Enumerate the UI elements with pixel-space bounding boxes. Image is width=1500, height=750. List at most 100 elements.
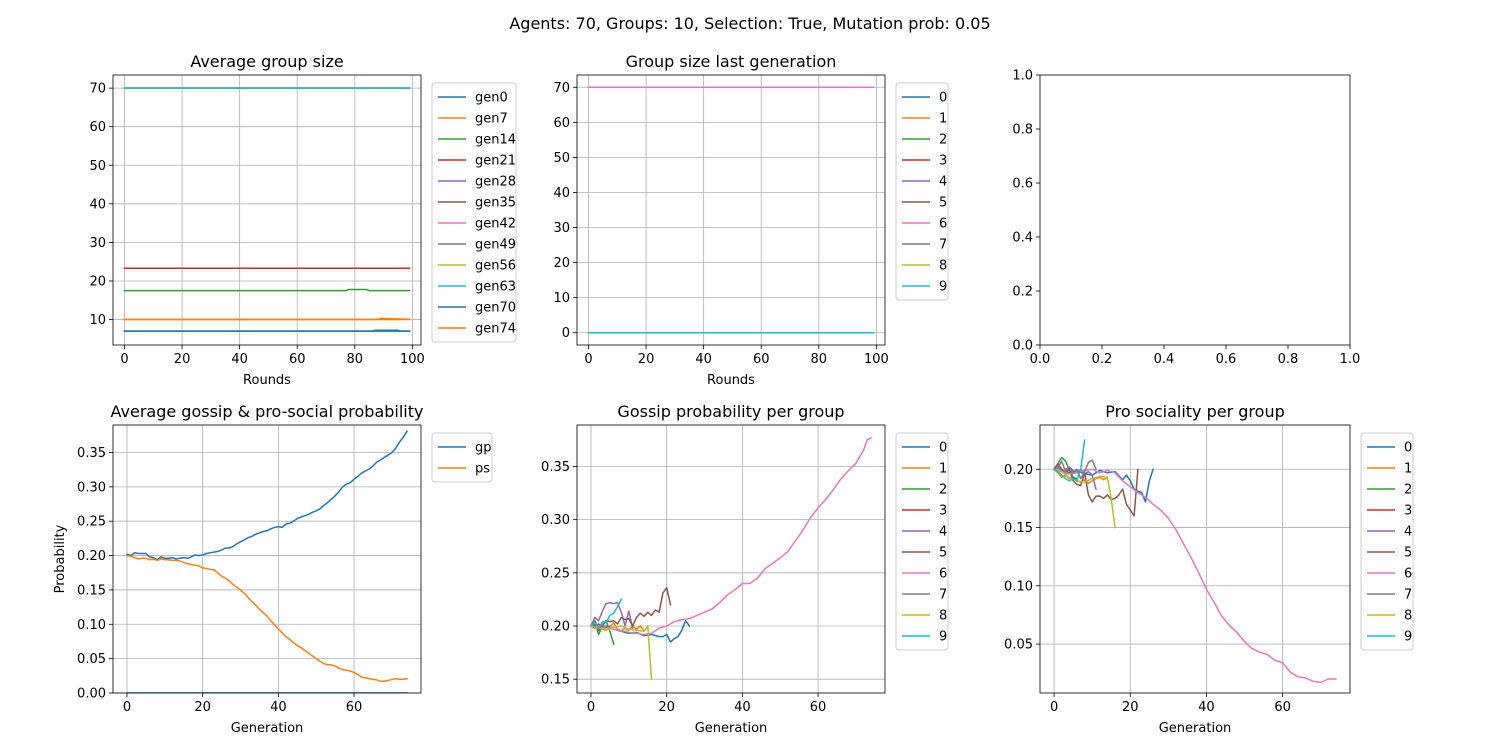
series-line-gen74 (123, 317, 411, 321)
x-tick-label: 100 (400, 352, 425, 367)
y-tick-label: 10 (553, 291, 570, 306)
legend-entry: 5 (1404, 546, 1412, 561)
panel-avg-gossip-prosocial: 0 20 40 60 0.00 0.05 0.10 0.15 0.20 0.25 0.30 0.35 A… (53, 402, 493, 736)
legend-entry: 1 (939, 112, 947, 127)
series-line-gp (126, 430, 409, 561)
legend-frame (895, 82, 949, 301)
series-line-9 (1053, 439, 1086, 482)
legend: gen0 gen7 gen14 gen21 gen28 gen35 gen42 gen49 ge… (431, 82, 517, 343)
legend-entry: gen0 (475, 91, 508, 106)
y-tick-label: 0.6 (1012, 177, 1033, 192)
legend-frame (431, 432, 493, 483)
series-line-6 (590, 436, 873, 636)
legend-entry: gen28 (475, 175, 516, 190)
y-tick-label: 0.00 (77, 687, 106, 702)
x-tick-label: 0 (587, 700, 595, 715)
legend-entry: gen7 (475, 112, 508, 127)
legend: gp ps (431, 432, 493, 483)
series-group (1053, 439, 1337, 684)
x-tick-label: 0.4 (1154, 352, 1175, 367)
x-tick-label: 40 (270, 700, 287, 715)
y-tick-label: 0.4 (1012, 231, 1033, 246)
x-tick-label: 0.8 (1278, 352, 1299, 367)
legend-entry: 3 (1404, 504, 1412, 519)
x-tick-label: 20 (194, 700, 211, 715)
legend-entry: 8 (939, 609, 947, 624)
x-tick-label: 20 (638, 352, 655, 367)
figure-suptitle: Agents: 70, Groups: 10, Selection: True,… (509, 14, 990, 33)
x-tick-label: 60 (810, 700, 827, 715)
series-group (587, 86, 875, 334)
legend-entry: gen35 (475, 196, 516, 211)
legend-frame (895, 432, 949, 651)
y-axis-label: Probability (53, 524, 68, 593)
legend: 0 1 2 3 4 5 6 7 8 9 (1360, 432, 1414, 651)
x-tick-label: 0 (584, 352, 592, 367)
x-tick-label: 0.6 (1216, 352, 1237, 367)
y-tick-label: 40 (89, 197, 106, 212)
series-line-7 (1053, 459, 1097, 480)
panel-avg-group-size: 0 20 40 60 80 100 10 20 30 40 50 60 70 Average group … (89, 52, 517, 388)
legend-entry: 8 (939, 259, 947, 274)
legend-entry: gen74 (475, 322, 516, 337)
x-axis-label: Generation (1159, 721, 1232, 736)
y-tick-label: 60 (553, 116, 570, 131)
chart-title: Group size last generation (626, 52, 837, 71)
x-tick-label: 40 (1198, 700, 1215, 715)
x-tick-label: 1.0 (1340, 352, 1361, 367)
legend-entry: 5 (939, 546, 947, 561)
axes-frame (576, 74, 886, 346)
legend-entry: 8 (1404, 609, 1412, 624)
y-tick-label: 70 (89, 82, 106, 97)
legend-entry: gen42 (475, 217, 516, 232)
series-group (123, 87, 411, 332)
legend-entry: 9 (939, 280, 947, 295)
legend-entry: 4 (939, 525, 947, 540)
series-group (589, 436, 873, 681)
chart-title: Average gossip & pro-social probability (111, 402, 424, 421)
axes-frame (112, 424, 422, 694)
y-tick-label: 0.2 (1012, 285, 1033, 300)
series-line-6 (1053, 468, 1337, 684)
legend-entry: 0 (1404, 441, 1412, 456)
legend-entry: gen63 (475, 280, 516, 295)
legend-entry: 0 (939, 441, 947, 456)
legend: 0 1 2 3 4 5 6 7 8 9 (895, 82, 949, 301)
y-tick-label: 60 (89, 120, 106, 135)
legend-entry: 3 (939, 504, 947, 519)
y-tick-label: 0.20 (1004, 463, 1033, 478)
y-tick-label: 0.05 (77, 652, 106, 667)
x-tick-label: 40 (231, 352, 248, 367)
y-tick-label: 0.8 (1012, 123, 1033, 138)
series-line-ps (126, 554, 408, 683)
axes-frame (576, 424, 886, 694)
x-tick-label: 60 (753, 352, 770, 367)
legend-entry: 6 (939, 217, 947, 232)
y-tick-label: 0.20 (77, 549, 106, 564)
y-tick-label: 70 (553, 81, 570, 96)
y-tick-label: 0.10 (77, 618, 106, 633)
y-tick-label: 0.10 (1004, 579, 1033, 594)
legend-entry: gen49 (475, 238, 516, 253)
y-tick-label: 10 (89, 313, 106, 328)
y-tick-label: 50 (553, 151, 570, 166)
legend-entry: ps (475, 462, 490, 477)
series-group (126, 430, 409, 693)
x-tick-label: 20 (174, 352, 191, 367)
legend-entry: 9 (939, 630, 947, 645)
legend-entry: gen56 (475, 259, 516, 274)
y-tick-label: 0.15 (77, 583, 106, 598)
series-line-5 (1053, 462, 1139, 517)
y-tick-label: 40 (553, 186, 570, 201)
y-tick-label: 20 (89, 274, 106, 289)
x-axis-label: Generation (695, 721, 768, 736)
x-tick-label: 80 (347, 352, 364, 367)
x-tick-label: 60 (346, 700, 363, 715)
legend: 0 1 2 3 4 5 6 7 8 9 (895, 432, 949, 651)
legend-entry: 2 (939, 483, 947, 498)
y-tick-label: 0.35 (77, 446, 106, 461)
x-axis-label: Rounds (243, 373, 291, 388)
y-tick-label: 20 (553, 256, 570, 271)
